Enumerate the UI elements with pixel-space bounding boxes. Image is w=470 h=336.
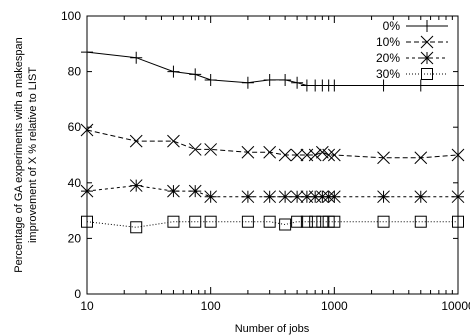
data-point-square: [81, 215, 93, 228]
data-point-star: [167, 184, 180, 198]
x-axis-label: Number of jobs: [235, 323, 310, 335]
legend-label: 10%: [376, 35, 400, 49]
data-point-star: [188, 184, 202, 198]
data-point-square: [189, 215, 202, 228]
data-point-star: [290, 190, 304, 204]
data-point-x: [188, 143, 202, 156]
data-point-square: [414, 215, 427, 228]
data-point-square: [263, 215, 276, 228]
data-point-square: [130, 221, 143, 234]
data-point-plus: [81, 46, 93, 59]
data-point-x: [327, 148, 341, 162]
legend-label: 0%: [383, 19, 401, 33]
data-point-star: [315, 190, 329, 204]
data-point-plus: [204, 73, 217, 86]
data-point-star: [300, 190, 314, 204]
data-point-x: [263, 145, 277, 159]
y-axis-label-line-2: improvement of X % relative to LIST: [27, 67, 39, 243]
data-point-star: [129, 179, 143, 192]
data-point-square: [291, 215, 304, 228]
data-point-star: [80, 184, 94, 198]
data-point-plus: [167, 65, 180, 78]
series-line: [86, 51, 458, 86]
data-point-x: [377, 151, 390, 165]
series-1: [80, 123, 465, 165]
data-point-star: [327, 190, 341, 204]
data-point-square: [316, 215, 329, 228]
data-point-plus: [328, 79, 341, 92]
y-axis-label-line-1: Percentage of GA experiments with a make…: [13, 37, 25, 272]
data-point-plus: [452, 79, 464, 92]
data-point-x: [241, 145, 255, 159]
data-point-x: [290, 148, 304, 162]
x-tick-label: 1000: [321, 299, 348, 313]
data-point-plus: [189, 68, 202, 81]
y-tick-label: 40: [68, 176, 82, 190]
data-point-x: [278, 148, 292, 162]
legend: 0% 10% 20% 30%: [376, 19, 448, 81]
y-tick-label: 100: [61, 9, 81, 23]
data-point-x: [129, 134, 143, 148]
data-point-square: [279, 218, 292, 231]
data-point-x: [80, 123, 94, 137]
series-line: [86, 185, 458, 198]
data-point-square: [167, 215, 180, 228]
series-2: [80, 179, 465, 204]
data-point-x: [167, 134, 180, 148]
data-point-plus: [279, 73, 292, 86]
data-point-square: [204, 215, 217, 228]
series-0: [81, 46, 464, 92]
series-line: [86, 129, 459, 159]
data-point-square: [328, 215, 341, 228]
data-point-square: [309, 215, 322, 228]
x-tick-label: 10: [80, 299, 94, 313]
data-point-star: [278, 190, 292, 204]
data-point-plus: [414, 79, 427, 92]
legend-label: 20%: [376, 51, 400, 65]
data-point-star: [377, 190, 390, 204]
data-point-plus: [263, 73, 276, 86]
legend-label: 30%: [376, 67, 400, 81]
data-point-plus: [130, 51, 143, 64]
data-point-plus: [241, 76, 254, 89]
data-point-x: [204, 143, 218, 156]
y-tick-label: 20: [68, 231, 82, 245]
data-point-square: [421, 68, 433, 80]
y-tick-label: 60: [68, 120, 82, 134]
data-point-star: [241, 190, 255, 204]
data-point-x: [420, 35, 434, 49]
data-point-star: [414, 190, 428, 204]
x-tick-label: 100: [201, 299, 221, 313]
data-point-square: [377, 215, 390, 228]
data-point-plus: [291, 76, 304, 89]
data-point-x: [451, 148, 465, 162]
data-point-star: [451, 190, 465, 204]
data-point-x: [322, 148, 336, 162]
data-point-square: [241, 215, 254, 228]
y-tick-label: 80: [68, 65, 82, 79]
series-line: [86, 221, 458, 228]
data-point-star: [420, 51, 434, 65]
data-point-x: [308, 148, 322, 162]
data-point-star: [308, 190, 322, 204]
data-point-star: [204, 190, 218, 204]
series-layer: [80, 46, 465, 234]
data-point-square: [452, 215, 464, 228]
data-point-plus: [377, 79, 390, 92]
data-point-star: [263, 190, 277, 204]
series-3: [81, 215, 464, 234]
y-tick-label: 0: [74, 287, 81, 301]
y-axis-ticks: 0 20 40 60 80 100: [61, 9, 458, 301]
data-point-square: [300, 215, 313, 228]
data-point-x: [315, 145, 329, 159]
data-point-x: [414, 151, 428, 165]
data-point-plus: [421, 20, 433, 32]
